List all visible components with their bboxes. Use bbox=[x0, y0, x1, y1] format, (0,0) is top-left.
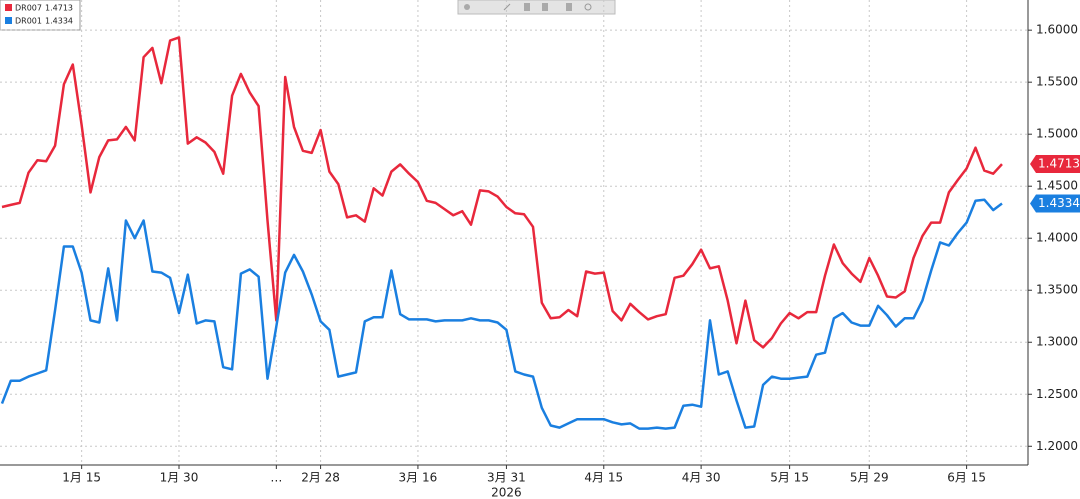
legend-label: DR007 bbox=[15, 4, 42, 13]
y-tick-label: 1.5500 bbox=[1036, 75, 1078, 89]
x-tick-label: 3月 31 bbox=[487, 471, 526, 485]
x-tick-label: 5月 15 bbox=[770, 471, 809, 485]
toolbar-icon[interactable] bbox=[524, 3, 530, 11]
x-tick-label: 5月 29 bbox=[850, 471, 889, 485]
legend-label: DR001 bbox=[15, 17, 42, 26]
toolbar-box bbox=[457, 0, 616, 15]
y-tick-label: 1.4500 bbox=[1036, 179, 1078, 193]
y-tick-label: 1.3000 bbox=[1036, 335, 1078, 349]
last-value-box bbox=[1030, 194, 1080, 213]
toolbar-icon[interactable] bbox=[584, 3, 592, 11]
x-tick-label: 4月 30 bbox=[682, 471, 721, 485]
toolbar bbox=[457, 0, 616, 15]
x-tick-label: 2月 28 bbox=[301, 471, 340, 485]
x-tick-label: 6月 15 bbox=[947, 471, 986, 485]
last-value-label: 1.4334 bbox=[1038, 196, 1080, 210]
toolbar-icon[interactable] bbox=[566, 3, 572, 11]
x-tick-label: 4月 15 bbox=[584, 471, 623, 485]
legend-value: 1.4334 bbox=[45, 17, 73, 26]
y-tick-label: 1.3500 bbox=[1036, 283, 1078, 297]
last-value-box bbox=[1030, 155, 1080, 174]
y-tick-label: 1.2000 bbox=[1036, 439, 1078, 453]
series-line bbox=[1, 36, 1003, 349]
legend-box bbox=[0, 0, 81, 31]
x-tick-label: 1月 15 bbox=[62, 471, 101, 485]
y-tick-label: 1.2500 bbox=[1036, 387, 1078, 401]
x-tick-label: 3月 16 bbox=[399, 471, 438, 485]
x-tick-label: … bbox=[270, 471, 282, 485]
toolbar-icon[interactable] bbox=[464, 4, 470, 10]
toolbar-icon[interactable] bbox=[503, 3, 511, 11]
y-tick-label: 1.6000 bbox=[1036, 23, 1078, 37]
series-line bbox=[0, 198, 1003, 430]
y-tick-label: 1.5000 bbox=[1036, 127, 1078, 141]
y-tick-label: 1.4000 bbox=[1036, 231, 1078, 245]
year-label: 2026 bbox=[491, 486, 522, 499]
last-value-label: 1.4713 bbox=[1038, 157, 1080, 171]
legend-swatch bbox=[5, 4, 12, 11]
legend-value: 1.4713 bbox=[45, 4, 73, 13]
toolbar-icon[interactable] bbox=[542, 3, 548, 11]
legend-swatch bbox=[5, 17, 12, 24]
x-tick-label: 1月 30 bbox=[160, 471, 199, 485]
